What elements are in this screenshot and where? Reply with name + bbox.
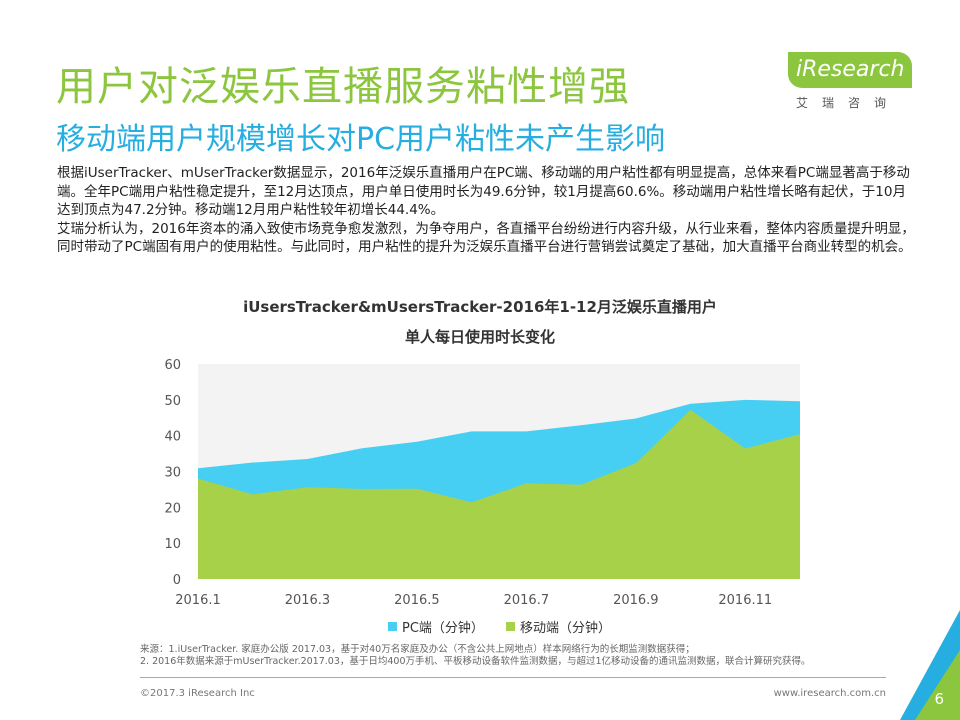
x-tick-label: 2016.1 — [175, 593, 221, 608]
website-link[interactable]: www.iresearch.com.cn — [773, 688, 886, 699]
y-tick-label: 10 — [164, 537, 181, 552]
legend-swatch — [388, 622, 397, 631]
iresearch-logo: iResearch 艾瑞咨询 — [788, 52, 912, 111]
corner-decoration — [900, 610, 960, 720]
legend-swatch — [506, 622, 515, 631]
copyright: ©2017.3 iResearch Inc — [140, 688, 255, 699]
page-title: 用户对泛娱乐直播服务粘性增强 — [56, 64, 630, 110]
page-number: 6 — [934, 690, 944, 708]
source-notes: 来源：1.iUserTracker. 家庭办公版 2017.03，基于对40万名… — [140, 644, 811, 668]
x-tick-label: 2016.5 — [394, 593, 440, 608]
logo-name: iResearch — [788, 52, 912, 88]
page-subtitle: 移动端用户规模增长对PC用户粘性未产生影响 — [56, 122, 666, 157]
footer-divider — [140, 677, 886, 678]
y-tick-label: 60 — [164, 358, 181, 373]
chart-title-2: 单人每日使用时长变化 — [404, 328, 555, 346]
note: 2. 2016年数据来源于mUserTracker.2017.03，基于日均40… — [140, 656, 811, 667]
x-tick-label: 2016.3 — [285, 593, 331, 608]
paragraph: 根据iUserTracker、mUserTracker数据显示，2016年泛娱乐… — [57, 165, 910, 218]
y-tick-label: 0 — [173, 573, 181, 588]
y-tick-label: 50 — [164, 394, 181, 409]
plot-background — [198, 364, 800, 579]
logo-sub: 艾瑞咨询 — [796, 96, 901, 110]
chart-title: iUsersTracker&mUsersTracker-2016年1-12月泛娱… — [243, 298, 717, 316]
body-text: 根据iUserTracker、mUserTracker数据显示，2016年泛娱乐… — [57, 164, 917, 257]
x-tick-label: 2016.7 — [504, 593, 550, 608]
area-series-1 — [198, 409, 800, 579]
y-tick-label: 30 — [164, 466, 181, 481]
y-tick-label: 40 — [164, 430, 181, 445]
x-tick-label: 2016.9 — [613, 593, 659, 608]
legend-label: 移动端（分钟） — [520, 620, 611, 636]
paragraph: 艾瑞分析认为，2016年资本的涌入致使市场竞争愈发激烈，为争夺用户，各直播平台纷… — [57, 220, 915, 256]
legend-label: PC端（分钟） — [402, 620, 484, 636]
note: 来源：1.iUserTracker. 家庭办公版 2017.03，基于对40万名… — [140, 644, 695, 655]
area-series-0 — [198, 399, 800, 579]
y-tick-label: 20 — [164, 501, 181, 516]
x-tick-label: 2016.11 — [718, 593, 772, 608]
